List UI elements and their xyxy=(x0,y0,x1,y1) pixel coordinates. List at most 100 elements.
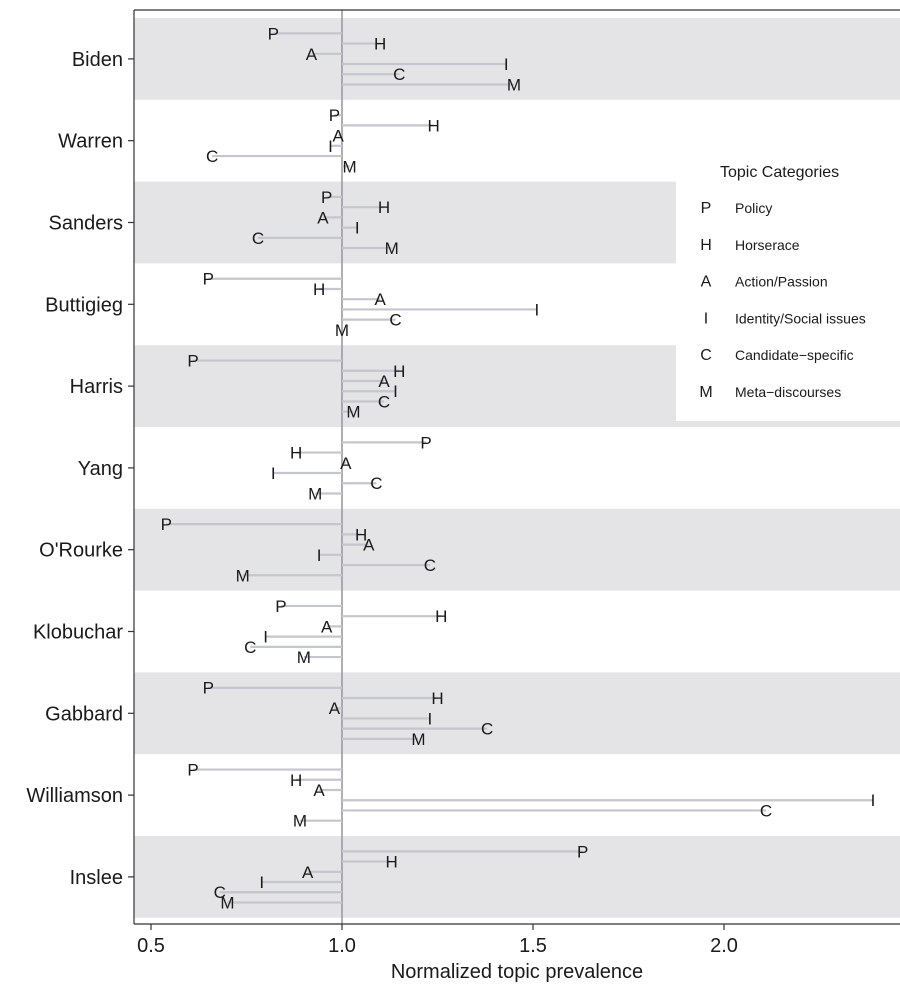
legend-code-M: M xyxy=(699,384,712,401)
band-8 xyxy=(134,672,900,755)
legend-label-I: Identity/Social issues xyxy=(735,310,866,326)
mark-10-I: I xyxy=(259,873,264,892)
mark-6-M: M xyxy=(236,566,250,585)
x-tick-label-2: 1.5 xyxy=(519,935,547,957)
mark-6-C: C xyxy=(424,556,436,575)
mark-4-I: I xyxy=(393,382,398,401)
mark-9-A: A xyxy=(313,781,325,800)
mark-9-I: I xyxy=(871,791,876,810)
mark-9-P: P xyxy=(187,761,198,780)
y-tick-label-1: Warren xyxy=(58,131,123,153)
mark-6-P: P xyxy=(161,515,172,534)
mark-1-P: P xyxy=(329,106,340,125)
mark-6-I: I xyxy=(317,546,322,565)
plot-background xyxy=(134,10,900,924)
mark-4-C: C xyxy=(378,392,390,411)
legend-label-A: Action/Passion xyxy=(735,274,828,290)
mark-3-A: A xyxy=(375,290,387,309)
mark-5-C: C xyxy=(370,474,382,493)
y-tick-label-6: O'Rourke xyxy=(39,540,123,562)
legend-items: P Policy H Horserace A Action/Passion I Identit… xyxy=(699,200,865,401)
mark-5-A: A xyxy=(340,454,352,473)
mark-9-M: M xyxy=(293,812,307,831)
mark-3-I: I xyxy=(534,300,539,319)
mark-7-P: P xyxy=(275,597,286,616)
mark-5-M: M xyxy=(308,484,322,503)
mark-9-C: C xyxy=(760,801,772,820)
x-tick-label-3: 2.0 xyxy=(710,935,738,957)
mark-0-P: P xyxy=(268,24,279,43)
mark-2-I: I xyxy=(355,219,360,238)
mark-10-P: P xyxy=(577,842,588,861)
y-tick-label-10: Inslee xyxy=(70,867,123,889)
mark-5-I: I xyxy=(271,464,276,483)
mark-2-C: C xyxy=(252,229,264,248)
y-tick-label-7: Klobuchar xyxy=(33,622,123,644)
legend-label-C: Candidate−specific xyxy=(735,347,854,363)
mark-7-A: A xyxy=(321,617,333,636)
segment-layer xyxy=(166,32,873,904)
x-tick-label-0: 0.5 xyxy=(137,935,165,957)
mark-2-H: H xyxy=(378,198,390,217)
mark-3-C: C xyxy=(389,311,401,330)
mark-10-M: M xyxy=(220,893,234,912)
mark-1-A: A xyxy=(333,127,345,146)
mark-0-H: H xyxy=(374,35,386,54)
mark-7-H: H xyxy=(435,607,447,626)
y-tick-label-5: Yang xyxy=(78,458,123,480)
legend-code-I: I xyxy=(704,310,708,327)
mark-0-I: I xyxy=(504,55,509,74)
mark-3-P: P xyxy=(203,270,214,289)
mark-7-I: I xyxy=(263,628,268,647)
mark-4-M: M xyxy=(346,403,360,422)
mark-3-H: H xyxy=(313,280,325,299)
legend-label-M: Meta−discourses xyxy=(735,384,841,400)
mark-8-A: A xyxy=(329,699,341,718)
legend-code-C: C xyxy=(700,347,712,364)
mark-7-M: M xyxy=(297,648,311,667)
mark-8-M: M xyxy=(411,730,425,749)
mark-3-M: M xyxy=(335,321,349,340)
y-tick-label-2: Sanders xyxy=(49,213,124,235)
legend-code-H: H xyxy=(700,237,712,254)
axes: Biden Warren Sanders Buttigieg Harris Yang O'R… xyxy=(26,9,900,957)
y-tick-label-0: Biden xyxy=(72,49,123,71)
band-10 xyxy=(134,836,900,918)
legend-background xyxy=(676,155,900,421)
mark-2-M: M xyxy=(385,239,399,258)
letter-layer: PHAICMPHAICMPHAICMPHAICMPHAICMPHAICMPHAI… xyxy=(161,24,876,912)
mark-5-P: P xyxy=(420,433,431,452)
y-tick-label-4: Harris xyxy=(70,376,123,398)
mark-1-H: H xyxy=(428,116,440,135)
x-axis-label: Normalized topic prevalence xyxy=(391,961,643,983)
y-tick-label-8: Gabbard xyxy=(45,703,123,725)
mark-10-C: C xyxy=(214,883,226,902)
mark-2-A: A xyxy=(317,208,329,227)
mark-0-C: C xyxy=(393,65,405,84)
y-tick-label-3: Buttigieg xyxy=(45,294,123,316)
mark-8-P: P xyxy=(203,679,214,698)
mark-1-M: M xyxy=(343,157,357,176)
mark-1-C: C xyxy=(206,147,218,166)
legend: Topic Categories P Policy H Horserace A Actio… xyxy=(676,155,900,421)
mark-4-P: P xyxy=(187,352,198,371)
mark-10-H: H xyxy=(386,853,398,872)
mark-9-H: H xyxy=(290,771,302,790)
legend-code-A: A xyxy=(701,274,712,291)
mark-6-H: H xyxy=(355,525,367,544)
y-tick-label-9: Williamson xyxy=(26,785,123,807)
mark-4-H: H xyxy=(393,362,405,381)
band-6 xyxy=(134,508,900,591)
band-0 xyxy=(134,18,900,100)
legend-label-H: Horserace xyxy=(735,237,800,253)
mark-4-A: A xyxy=(378,372,390,391)
mark-6-A: A xyxy=(363,536,375,555)
mark-0-M: M xyxy=(507,75,521,94)
mark-8-H: H xyxy=(431,689,443,708)
mark-7-C: C xyxy=(244,638,256,657)
mark-8-I: I xyxy=(427,709,432,728)
x-tick-label-1: 1.0 xyxy=(328,935,356,957)
legend-code-P: P xyxy=(701,200,712,217)
mark-8-C: C xyxy=(481,720,493,739)
